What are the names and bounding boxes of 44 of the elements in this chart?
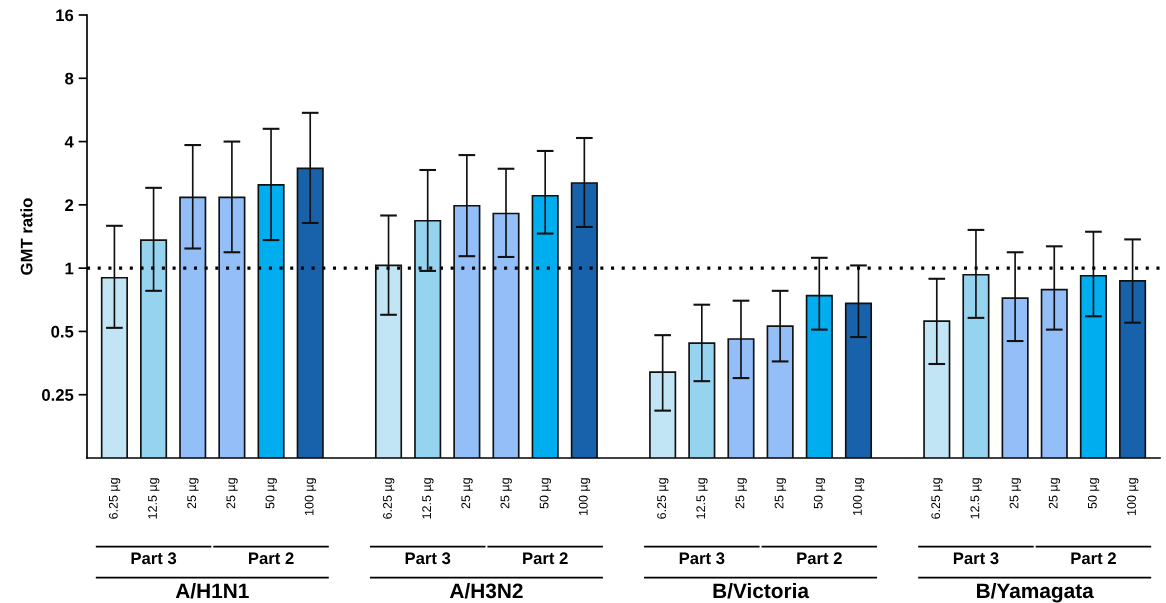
text: B/Victoria [713,582,810,599]
text: Part 2 [249,552,294,565]
x-tick-label: 12.5 µg [422,478,434,519]
y-axis-title: GMT ratio [20,198,33,275]
y-tick-label: 0.25 [42,389,74,401]
x-tick-label: 25 µg [187,478,199,509]
text: Part 3 [679,552,725,565]
y-tick-label: 1 [65,262,74,275]
text: Part 2 [1071,552,1116,565]
text: Part 2 [797,552,842,565]
x-tick-label: 100 µg [304,478,317,515]
y-tick-label: 8 [65,72,74,85]
x-tick-label: 100 µg [1127,478,1139,515]
x-tick-label: 12.5 µg [148,478,160,519]
text: Part 2 [523,552,568,565]
y-tick-label: 4 [64,136,74,148]
x-tick-label: 6.25 µg [108,478,121,519]
x-tick-label: 25 µg [1009,478,1021,509]
x-tick-label: 12.5 µg [696,478,708,519]
x-tick-label: 12.5 µg [970,478,982,519]
text: Part 3 [953,552,999,565]
x-tick-label: 25 µg [1048,478,1061,509]
x-tick-label: 50 µg [1087,478,1100,509]
y-tick-label: 16 [56,9,74,22]
x-tick-label: 6.25 µg [383,478,395,519]
text: A/H3N2 [449,582,523,599]
x-tick-label: 25 µg [735,478,747,509]
text: B/Yamagata [977,582,1094,603]
x-tick-label: 25 µg [500,478,512,509]
x-tick-label: 25 µg [774,478,786,509]
x-tick-label: 25 µg [461,478,473,509]
text: A/H1N1 [175,582,249,599]
text: Part 3 [405,552,451,565]
y-tick-label: 2 [65,199,74,211]
x-tick-label: 100 µg [578,478,591,515]
y-tick-label: 0.5 [51,325,74,338]
x-tick-label: 6.25 µg [931,478,943,519]
x-tick-label: 50 µg [813,478,826,509]
x-tick-label: 100 µg [852,478,865,515]
x-tick-label: 50 µg [539,478,552,509]
x-tick-label: 50 µg [265,478,277,509]
x-tick-label: 25 µg [226,478,238,509]
x-tick-label: 6.25 µg [657,478,669,519]
text: Part 3 [131,552,177,565]
